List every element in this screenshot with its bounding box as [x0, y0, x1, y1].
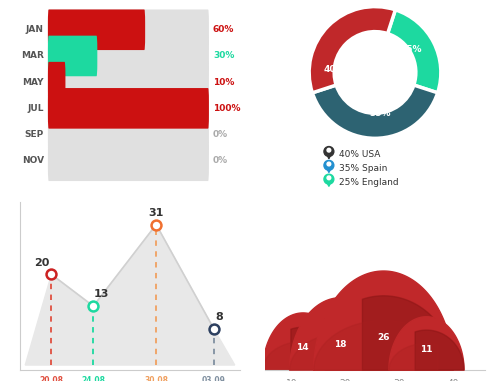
Circle shape [324, 160, 334, 170]
Text: 13: 13 [94, 289, 109, 299]
Text: 24.08: 24.08 [82, 376, 106, 381]
Text: 14: 14 [296, 343, 309, 352]
FancyBboxPatch shape [48, 10, 209, 50]
Point [48, 271, 56, 277]
Text: MAR: MAR [21, 51, 44, 61]
Text: 0%: 0% [213, 130, 228, 139]
Text: JAN: JAN [26, 25, 44, 34]
Text: 8: 8 [215, 312, 223, 322]
Polygon shape [326, 165, 332, 173]
Text: 10%: 10% [213, 78, 234, 86]
Wedge shape [388, 10, 441, 93]
FancyBboxPatch shape [48, 36, 209, 76]
Text: 20.08: 20.08 [40, 376, 64, 381]
Circle shape [324, 174, 334, 184]
Circle shape [327, 162, 330, 166]
Polygon shape [326, 152, 332, 159]
Text: 35% Spain: 35% Spain [339, 164, 387, 173]
Text: JUL: JUL [28, 104, 44, 113]
Text: 18: 18 [334, 340, 346, 349]
FancyBboxPatch shape [48, 10, 145, 50]
Polygon shape [326, 179, 332, 186]
Text: 60%: 60% [213, 25, 234, 34]
Text: 30.08: 30.08 [144, 376, 168, 381]
Circle shape [327, 148, 330, 152]
Text: 40% USA: 40% USA [339, 150, 380, 159]
Point [90, 303, 98, 309]
Text: MAY: MAY [22, 78, 44, 86]
Text: 11: 11 [420, 345, 432, 354]
FancyBboxPatch shape [48, 62, 66, 102]
Text: 40%: 40% [324, 65, 345, 74]
Wedge shape [312, 85, 438, 138]
FancyBboxPatch shape [48, 62, 209, 102]
Text: 25% England: 25% England [339, 178, 398, 187]
Point [152, 221, 160, 227]
Text: 25%: 25% [400, 45, 422, 54]
Circle shape [327, 176, 330, 180]
Point [210, 326, 218, 332]
Wedge shape [309, 6, 396, 93]
Text: 0%: 0% [213, 156, 228, 165]
FancyBboxPatch shape [48, 114, 209, 155]
Text: 31: 31 [148, 208, 164, 218]
Text: 30%: 30% [213, 51, 234, 61]
Point [48, 271, 56, 277]
Text: 03.09: 03.09 [202, 376, 226, 381]
Text: 35%: 35% [370, 109, 391, 118]
FancyBboxPatch shape [48, 36, 98, 76]
Text: NOV: NOV [22, 156, 44, 165]
FancyBboxPatch shape [48, 141, 209, 181]
Point [152, 221, 160, 227]
Point [210, 326, 218, 332]
FancyBboxPatch shape [48, 88, 209, 129]
Polygon shape [25, 224, 235, 365]
Text: SEP: SEP [24, 130, 44, 139]
Text: 100%: 100% [213, 104, 240, 113]
Text: 26: 26 [377, 333, 390, 343]
Circle shape [324, 147, 334, 157]
Point [90, 303, 98, 309]
Text: 20: 20 [34, 258, 50, 267]
FancyBboxPatch shape [48, 88, 209, 129]
